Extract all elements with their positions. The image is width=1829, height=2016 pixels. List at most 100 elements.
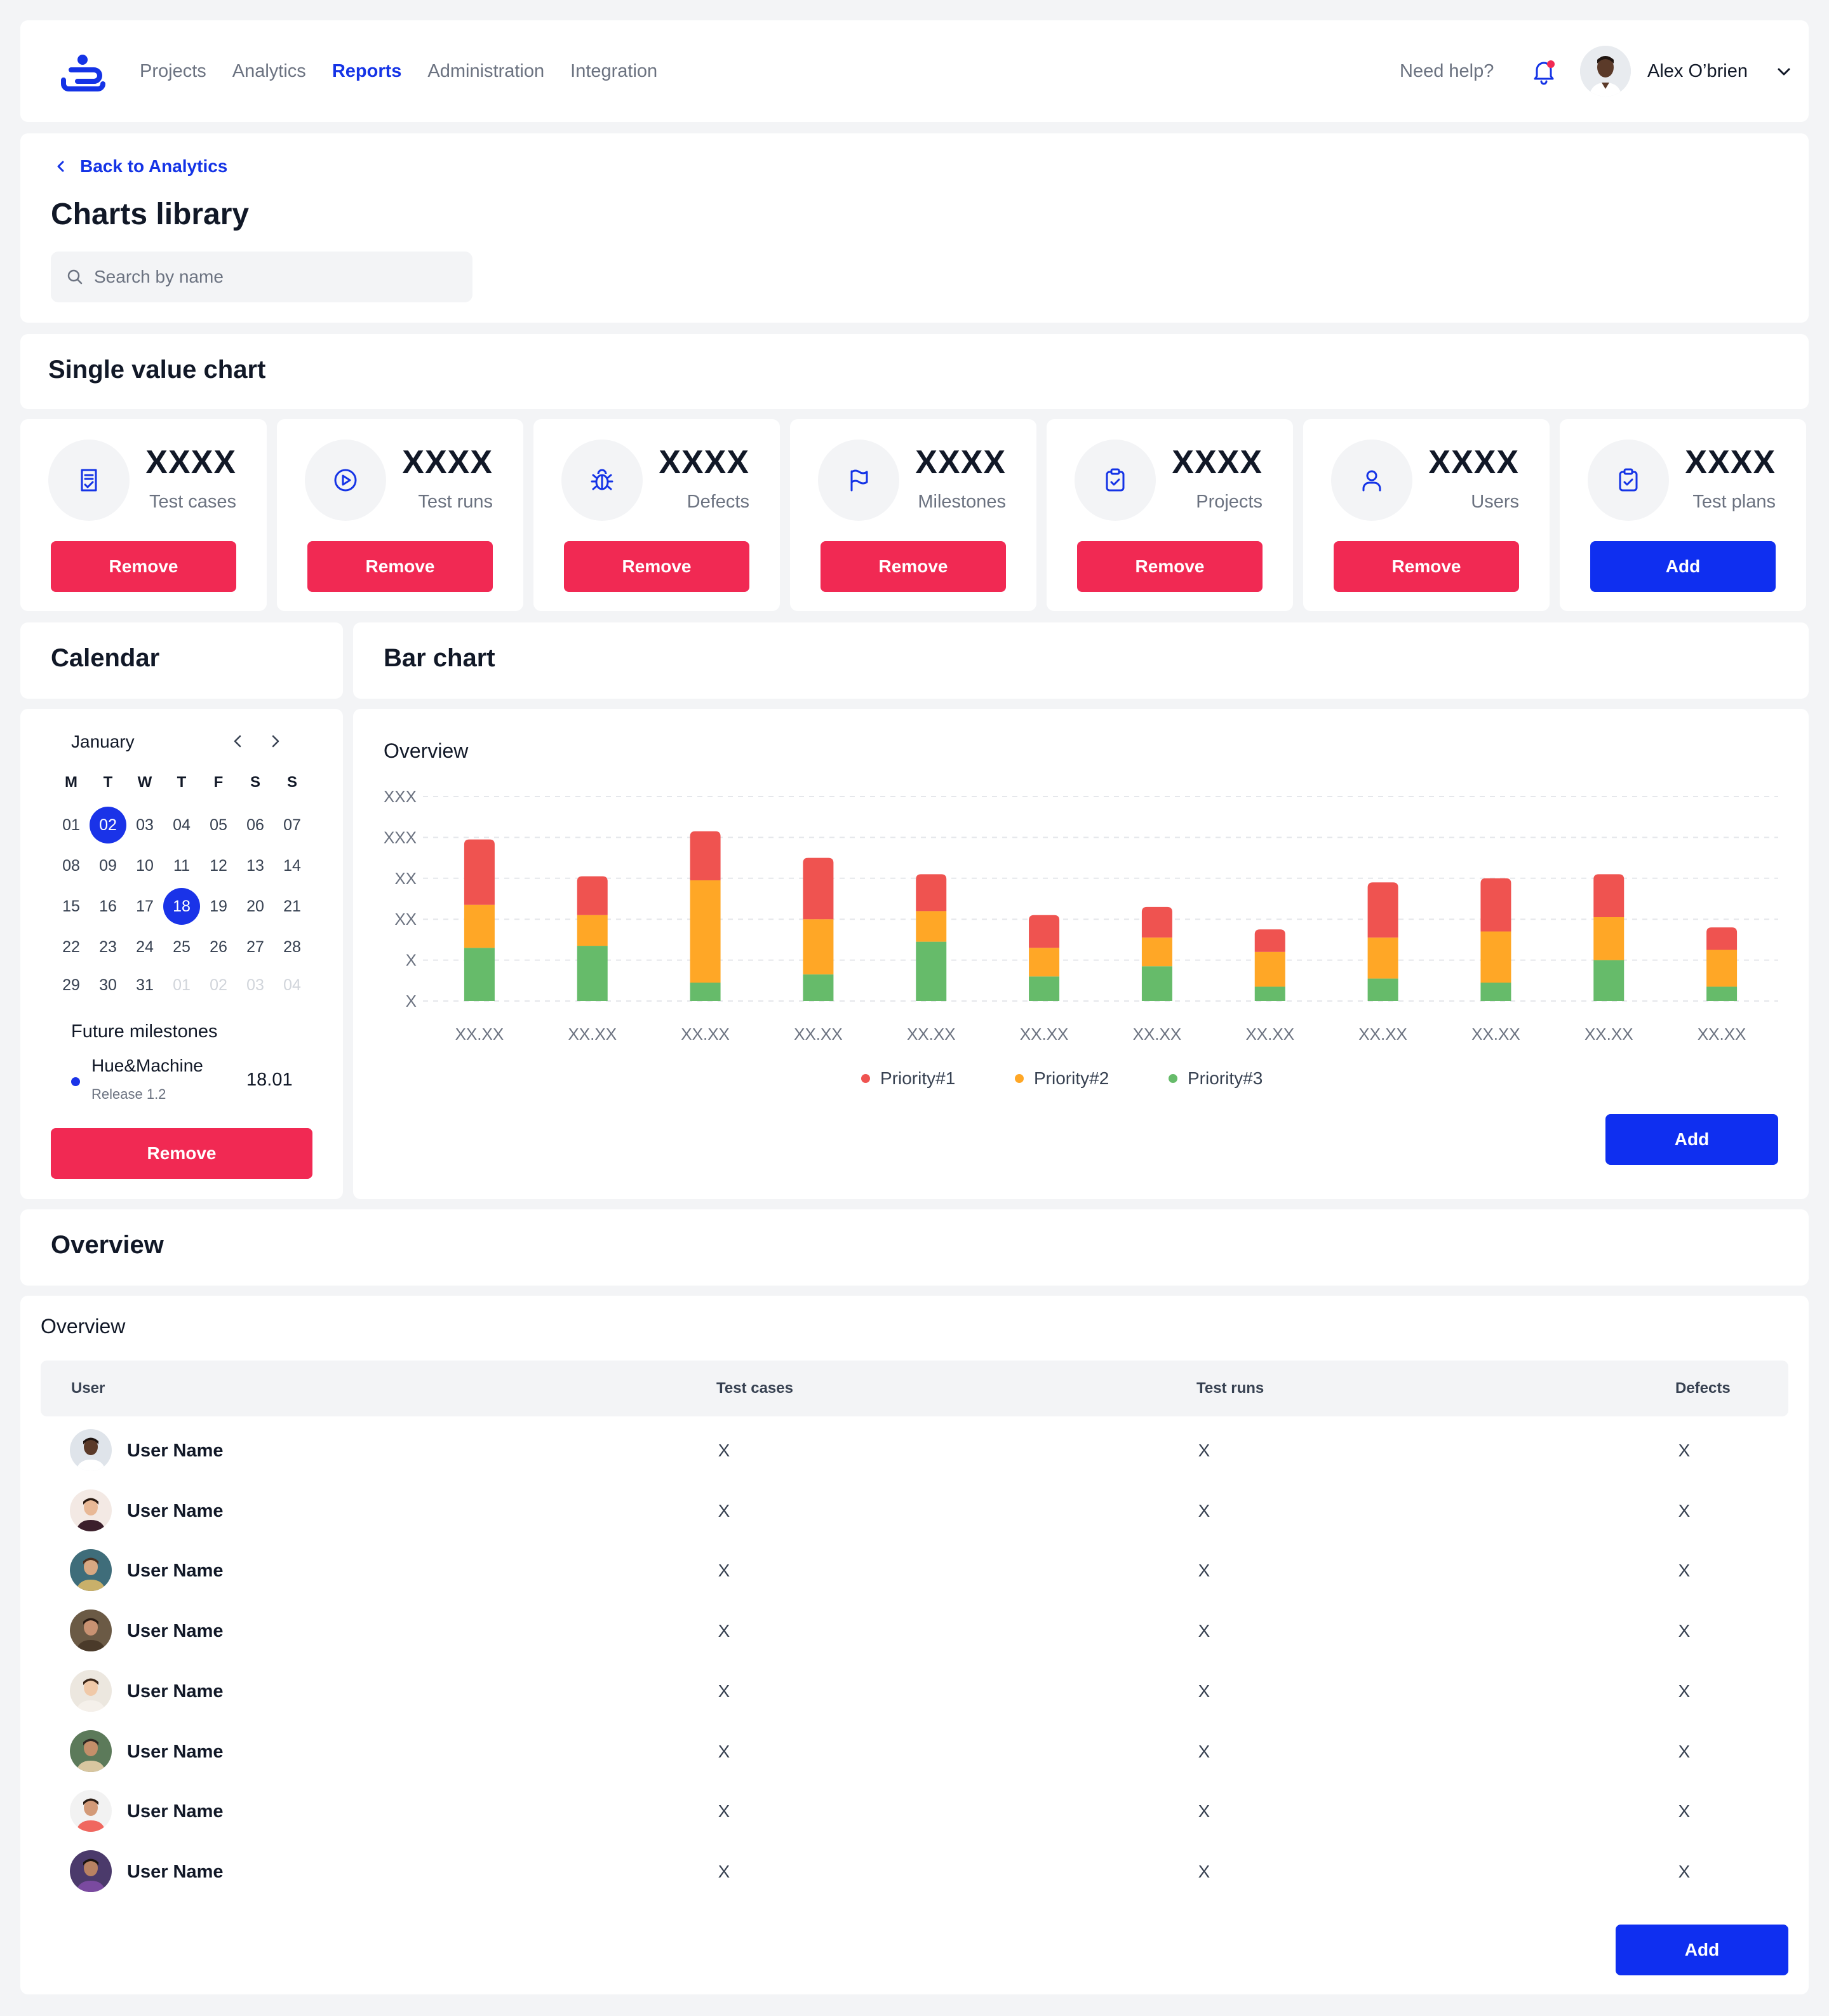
table-row[interactable]: User Name X X X [41,1420,1788,1481]
bar-segment-priority-2[interactable] [1706,950,1738,987]
bar-segment-priority-1[interactable] [1254,929,1285,952]
bar-segment-priority-3[interactable] [1593,960,1625,1001]
calendar-day[interactable]: 20 [246,897,264,915]
legend-item[interactable]: Priority#3 [1169,1068,1263,1089]
add-button[interactable]: Add [1605,1114,1778,1165]
column-header-user[interactable]: User [71,1380,105,1397]
bar-segment-priority-2[interactable] [464,904,495,948]
chevron-down-icon[interactable] [1774,62,1793,81]
calendar-day[interactable]: 04 [173,816,191,834]
add-button[interactable]: Add [1590,541,1776,592]
bar-segment-priority-3[interactable] [690,983,721,1001]
bar-segment-priority-1[interactable] [690,831,721,881]
calendar-day[interactable]: 27 [246,938,264,956]
table-row[interactable]: User Name X X X [41,1781,1788,1842]
calendar-day[interactable]: 07 [283,816,301,834]
bar-segment-priority-2[interactable] [1254,951,1285,987]
bar-segment-priority-1[interactable] [1367,882,1398,938]
user-name[interactable]: Alex O’brien [1647,61,1748,81]
calendar-day[interactable]: 02 [210,976,227,994]
nav-administration[interactable]: Administration [427,60,545,81]
table-row[interactable]: User Name X X X [41,1601,1788,1662]
bar-segment-priority-3[interactable] [1254,986,1285,1001]
nav-reports[interactable]: Reports [332,60,402,81]
legend-item[interactable]: Priority#1 [861,1068,955,1089]
calendar-day[interactable]: 10 [136,857,154,875]
calendar-day[interactable]: 04 [283,976,301,994]
bar-segment-priority-2[interactable] [1593,917,1625,960]
user-avatar[interactable] [1580,46,1631,97]
bar-segment-priority-2[interactable] [916,911,947,942]
bar-segment-priority-3[interactable] [1480,983,1511,1001]
calendar-day[interactable]: 23 [99,938,117,956]
calendar-day[interactable]: 31 [136,976,154,994]
bar-segment-priority-1[interactable] [464,839,495,905]
table-row[interactable]: User Name X X X [41,1540,1788,1601]
calendar-day[interactable]: 21 [283,897,301,915]
table-row[interactable]: User Name X X X [41,1661,1788,1722]
calendar-day[interactable]: 12 [210,857,227,875]
calendar-day[interactable]: 30 [99,976,117,994]
bar-segment-priority-1[interactable] [577,876,608,915]
legend-item[interactable]: Priority#2 [1015,1068,1109,1089]
calendar-day[interactable]: 03 [136,816,154,834]
remove-button[interactable]: Remove [1077,541,1263,592]
calendar-day[interactable]: 29 [62,976,80,994]
chevron-right-icon[interactable] [265,732,285,751]
bar-segment-priority-3[interactable] [916,941,947,1001]
calendar-day[interactable]: 06 [246,816,264,834]
calendar-day[interactable]: 02 [90,807,126,843]
nav-integration[interactable]: Integration [570,60,658,81]
calendar-day[interactable]: 25 [173,938,191,956]
bar-segment-priority-2[interactable] [1029,948,1060,977]
bar-segment-priority-3[interactable] [577,946,608,1001]
calendar-day[interactable]: 24 [136,938,154,956]
remove-button[interactable]: Remove [564,541,749,592]
column-header-test-cases[interactable]: Test cases [716,1380,793,1397]
back-link[interactable]: Back to Analytics [55,156,227,177]
remove-button[interactable]: Remove [821,541,1006,592]
chevron-left-icon[interactable] [229,732,248,751]
bar-segment-priority-1[interactable] [1706,927,1738,950]
calendar-day[interactable]: 15 [62,897,80,915]
table-row[interactable]: User Name X X X [41,1721,1788,1782]
bar-segment-priority-3[interactable] [1367,978,1398,1001]
bar-segment-priority-1[interactable] [1480,878,1511,932]
bar-segment-priority-2[interactable] [1367,937,1398,979]
remove-button[interactable]: Remove [51,1128,312,1179]
nav-projects[interactable]: Projects [140,60,206,81]
calendar-day[interactable]: 11 [173,857,190,875]
calendar-day[interactable]: 08 [62,857,80,875]
remove-button[interactable]: Remove [1334,541,1519,592]
bar-segment-priority-2[interactable] [1141,937,1172,967]
calendar-day[interactable]: 26 [210,938,227,956]
nav-analytics[interactable]: Analytics [232,60,306,81]
bar-segment-priority-2[interactable] [577,915,608,946]
calendar-day[interactable]: 22 [62,938,80,956]
bar-segment-priority-3[interactable] [1029,976,1060,1001]
bar-segment-priority-1[interactable] [1141,906,1172,938]
calendar-day[interactable]: 18 [163,888,200,925]
calendar-day[interactable]: 09 [99,857,117,875]
calendar-day[interactable]: 17 [136,897,154,915]
bar-segment-priority-3[interactable] [1706,986,1738,1001]
bar-segment-priority-3[interactable] [464,948,495,1001]
bar-segment-priority-1[interactable] [803,857,834,920]
notification-bell-icon[interactable] [1528,56,1560,88]
column-header-defects[interactable]: Defects [1675,1380,1731,1397]
bar-segment-priority-3[interactable] [803,974,834,1001]
bar-segment-priority-1[interactable] [916,874,947,911]
bar-segment-priority-2[interactable] [690,880,721,983]
add-button[interactable]: Add [1616,1925,1788,1975]
calendar-day[interactable]: 03 [246,976,264,994]
calendar-day[interactable]: 19 [210,897,227,915]
column-header-test-runs[interactable]: Test runs [1196,1380,1264,1397]
bar-segment-priority-1[interactable] [1029,915,1060,948]
app-logo-icon[interactable] [60,53,105,91]
remove-button[interactable]: Remove [307,541,493,592]
calendar-day[interactable]: 05 [210,816,227,834]
calendar-day[interactable]: 28 [283,938,301,956]
table-row[interactable]: User Name X X X [41,1481,1788,1542]
bar-segment-priority-3[interactable] [1141,966,1172,1001]
remove-button[interactable]: Remove [51,541,236,592]
